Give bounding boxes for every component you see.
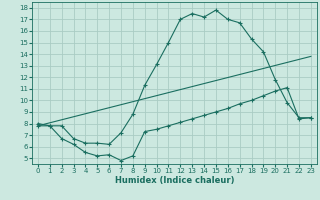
- X-axis label: Humidex (Indice chaleur): Humidex (Indice chaleur): [115, 176, 234, 185]
